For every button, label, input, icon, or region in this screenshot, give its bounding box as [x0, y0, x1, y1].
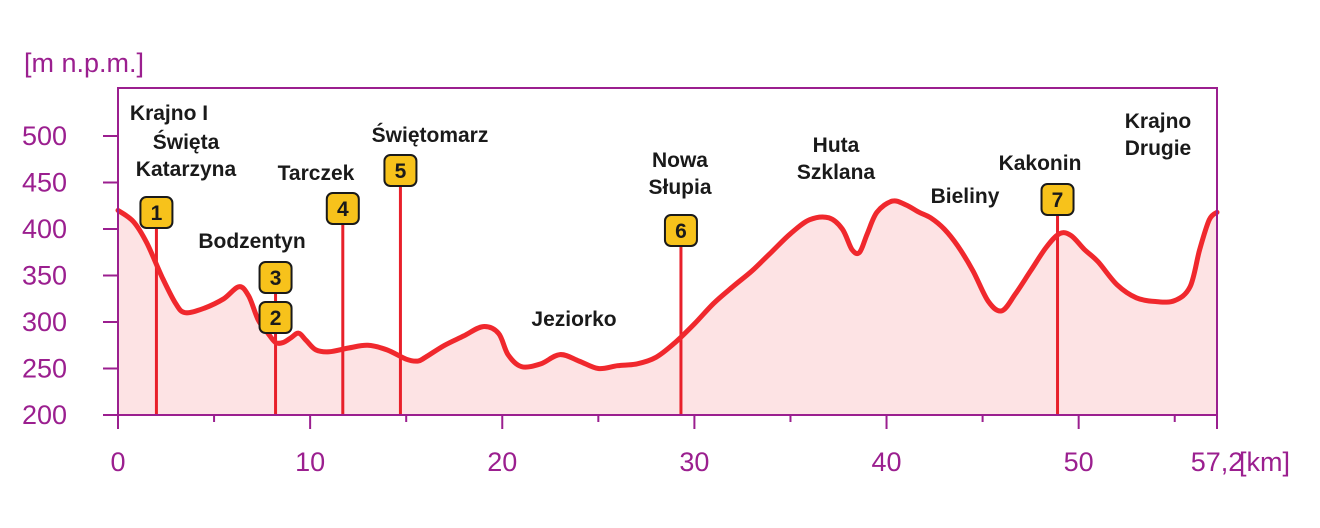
- marker-number: 7: [1052, 189, 1064, 212]
- x-tick-label: 50: [1064, 447, 1094, 477]
- elevation-series-line: [115, 198, 1220, 372]
- marker-number: 3: [270, 267, 282, 290]
- y-tick-label: 300: [22, 307, 67, 337]
- x-tick-label: 40: [872, 447, 902, 477]
- marker-box: [139, 196, 174, 229]
- y-tick-label: 450: [22, 168, 67, 198]
- place-labels: Krajno I Święta Katarzyna Bodzentyn Tarczek Ś…: [130, 102, 1191, 331]
- place-label: Święta Katarzyna: [136, 130, 237, 181]
- elevation-area-fill: [118, 200, 1217, 415]
- x-tick-label: 0: [110, 447, 125, 477]
- place-label: Krajno Drugie: [1125, 110, 1192, 160]
- marker-number: 4: [337, 198, 349, 221]
- marker-box: [325, 192, 360, 225]
- place-label: Kakonin: [999, 152, 1082, 175]
- stage-marker-7: 7: [1040, 183, 1075, 216]
- stage-marker-5: 5: [383, 154, 418, 187]
- marker-box: [663, 214, 698, 247]
- place-label: Jeziorko: [531, 308, 616, 331]
- stage-marker-4: 4: [325, 192, 360, 225]
- y-tick-label: 400: [22, 214, 67, 244]
- elevation-line: [115, 198, 1220, 372]
- marker-box: [258, 301, 293, 334]
- elevation-area: [118, 200, 1217, 415]
- marker-box: [1040, 183, 1075, 216]
- place-label: Świętomarz: [372, 123, 489, 147]
- marker-number: 5: [395, 160, 407, 183]
- place-label: Bodzentyn: [198, 230, 305, 253]
- y-tick-label: 250: [22, 354, 67, 384]
- y-tick-label: 500: [22, 121, 67, 151]
- x-tick-label: 30: [679, 447, 709, 477]
- x-tick-label: 10: [295, 447, 325, 477]
- place-label: Bieliny: [931, 185, 1000, 208]
- marker-box: [258, 261, 293, 294]
- axes: 200 250 300 350 400 450 500 0 10 20 30 40 50 57,2: [22, 121, 1243, 477]
- place-label: Tarczek: [278, 162, 355, 185]
- marker-box: [383, 154, 418, 187]
- plot-frame: [117, 87, 1218, 416]
- marker-number: 6: [675, 220, 687, 243]
- stage-marker-3: 3: [258, 261, 293, 294]
- x-axis-unit: [km]: [1239, 447, 1290, 477]
- stage-marker-1: 1: [139, 196, 174, 229]
- stage-marker-2: 2: [258, 301, 293, 334]
- place-label: Nowa Słupia: [648, 149, 711, 199]
- marker-number: 2: [270, 307, 282, 330]
- x-tick-label: 20: [487, 447, 517, 477]
- y-axis-title: [m n.p.m.]: [24, 48, 144, 78]
- y-tick-label: 350: [22, 261, 67, 291]
- marker-boxes: 1 2 3 4 5 6 7: [139, 154, 1075, 334]
- marker-number: 1: [151, 202, 163, 225]
- x-tick-label: 57,2: [1191, 447, 1244, 477]
- y-tick-label: 200: [22, 400, 67, 430]
- stage-marker-6: 6: [663, 214, 698, 247]
- place-label: Huta Szklana: [797, 134, 876, 184]
- place-label: Krajno I: [130, 102, 208, 125]
